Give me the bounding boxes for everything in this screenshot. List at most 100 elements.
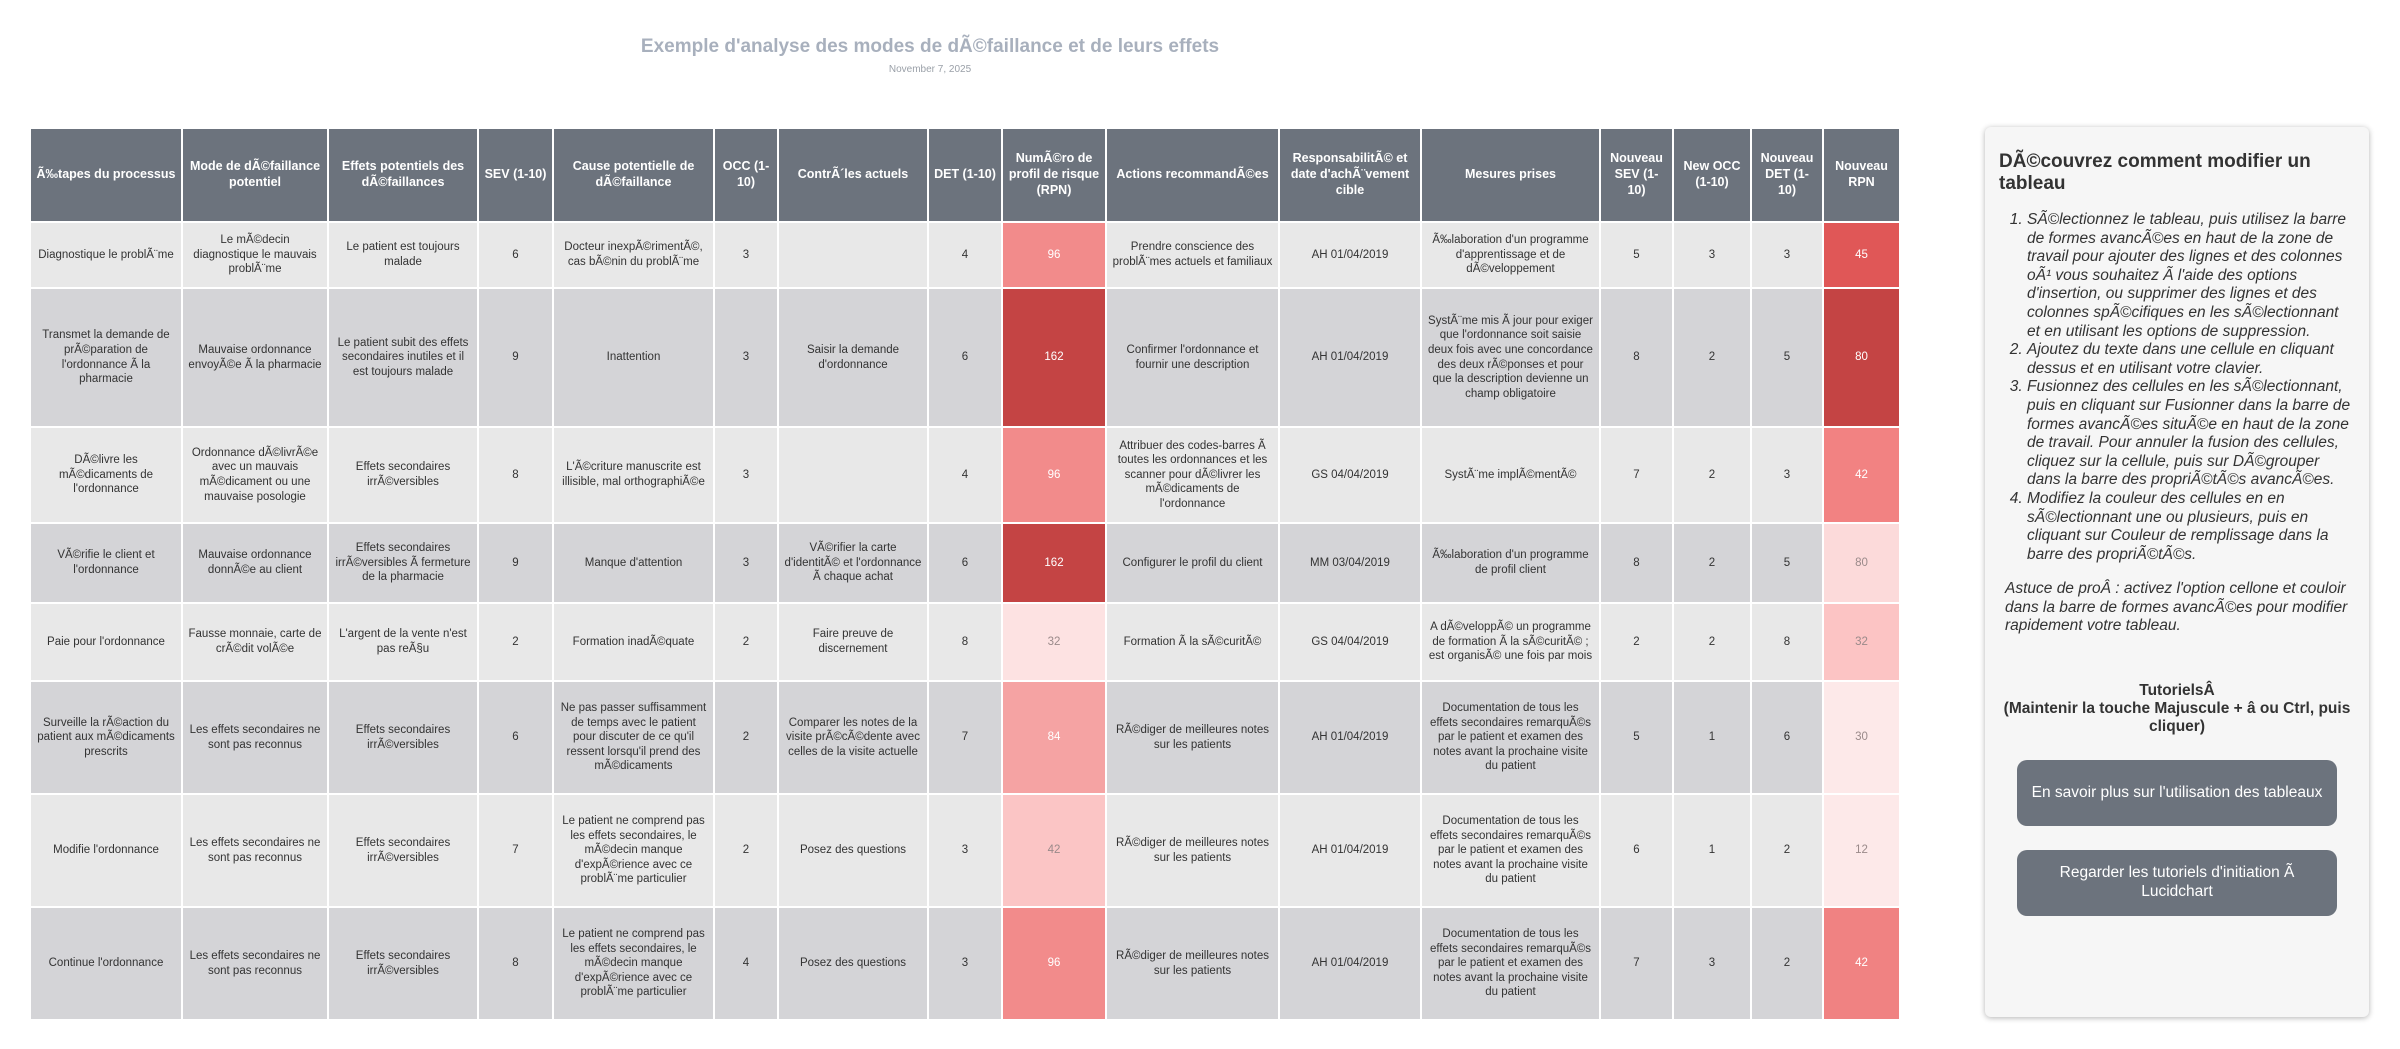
table-cell[interactable]: Effets secondaires irrÃ©versibles (327, 906, 479, 1021)
header-cell[interactable]: ResponsabilitÃ© et date d'achÃ¨vement ci… (1278, 127, 1422, 223)
table-cell[interactable]: 2 (1750, 793, 1824, 908)
table-cell[interactable]: 3 (1750, 426, 1824, 524)
table-cell[interactable]: 2 (1672, 522, 1752, 604)
table-cell[interactable]: Effets secondaires irrÃ©versibles (327, 793, 479, 908)
table-cell[interactable]: 96 (1001, 426, 1107, 524)
table-cell[interactable]: A dÃ©veloppÃ© un programme de formation … (1420, 602, 1601, 682)
table-cell[interactable]: 30 (1822, 680, 1901, 795)
fmea-table[interactable]: Ã‰tapes du processus Mode de dÃ©faillance… (29, 127, 1901, 1021)
table-cell[interactable]: Formation Ã la sÃ©curitÃ© (1105, 602, 1280, 682)
table-cell[interactable]: 6 (1599, 793, 1674, 908)
table-cell[interactable]: 96 (1001, 221, 1107, 289)
table-cell[interactable]: VÃ©rifie le client et l'ordonnance (29, 522, 183, 604)
table-cell[interactable]: Confirmer l'ordonnance et fournir une de… (1105, 287, 1280, 428)
header-cell[interactable]: SEV (1-10) (477, 127, 554, 223)
table-cell[interactable]: Ne pas passer suffisamment de temps avec… (552, 680, 715, 795)
table-cell[interactable]: Mauvaise ordonnance envoyÃ©e Ã la pharma… (181, 287, 329, 428)
table-cell[interactable]: 32 (1001, 602, 1107, 682)
table-cell[interactable]: AH 01/04/2019 (1278, 287, 1422, 428)
table-cell[interactable]: 5 (1599, 221, 1674, 289)
table-cell[interactable]: Mauvaise ordonnance donnÃ©e au client (181, 522, 329, 604)
button[interactable]: Regarder les tutoriels d'initiation Ã Lu… (2017, 850, 2337, 917)
table-cell[interactable]: AH 01/04/2019 (1278, 793, 1422, 908)
table-cell[interactable]: 3 (1672, 906, 1752, 1021)
table-cell[interactable]: Docteur inexpÃ©rimentÃ©, cas bÃ©nin du p… (552, 221, 715, 289)
table-cell[interactable]: 2 (1672, 602, 1752, 682)
table-cell[interactable]: 3 (1750, 221, 1824, 289)
table-cell[interactable]: Posez des questions (777, 906, 929, 1021)
table-cell[interactable]: 8 (1599, 287, 1674, 428)
header-cell[interactable]: ContrÃ´les actuels (777, 127, 929, 223)
table-cell[interactable]: 32 (1822, 602, 1901, 682)
table-cell[interactable]: SystÃ¨me implÃ©mentÃ© (1420, 426, 1601, 524)
table-cell[interactable]: 7 (477, 793, 554, 908)
table-cell[interactable]: 4 (713, 906, 779, 1021)
table-cell[interactable]: Ã‰laboration d'un programme d'apprentiss… (1420, 221, 1601, 289)
table-cell[interactable]: 84 (1001, 680, 1107, 795)
table-cell[interactable]: RÃ©diger de meilleures notes sur les pat… (1105, 680, 1280, 795)
table-cell[interactable]: 162 (1001, 287, 1107, 428)
table-cell[interactable]: 2 (1672, 287, 1752, 428)
table-cell[interactable]: 12 (1822, 793, 1901, 908)
table-cell[interactable]: 6 (927, 522, 1003, 604)
table-cell[interactable]: Paie pour l'ordonnance (29, 602, 183, 682)
table-cell[interactable]: RÃ©diger de meilleures notes sur les pat… (1105, 906, 1280, 1021)
table-cell[interactable]: Formation inadÃ©quate (552, 602, 715, 682)
table-cell[interactable]: Ã‰laboration d'un programme de profil cl… (1420, 522, 1601, 604)
table-cell[interactable]: 42 (1822, 906, 1901, 1021)
table-cell[interactable] (777, 426, 929, 524)
table-cell[interactable]: 3 (1672, 221, 1752, 289)
table-cell[interactable]: AH 01/04/2019 (1278, 221, 1422, 289)
table-cell[interactable]: 2 (1599, 602, 1674, 682)
table-cell[interactable]: RÃ©diger de meilleures notes sur les pat… (1105, 793, 1280, 908)
table-cell[interactable]: Comparer les notes de la visite prÃ©cÃ©d… (777, 680, 929, 795)
table-cell[interactable]: GS 04/04/2019 (1278, 426, 1422, 524)
table-cell[interactable]: 1 (1672, 793, 1752, 908)
table-cell[interactable]: GS 04/04/2019 (1278, 602, 1422, 682)
button[interactable]: En savoir plus sur l'utilisation des tab… (2017, 760, 2337, 827)
header-cell[interactable]: Nouveau SEV (1-10) (1599, 127, 1674, 223)
table-cell[interactable]: Faire preuve de discernement (777, 602, 929, 682)
table-cell[interactable]: 80 (1822, 287, 1901, 428)
table-cell[interactable]: Manque d'attention (552, 522, 715, 604)
header-cell[interactable]: Actions recommandÃ©es (1105, 127, 1280, 223)
table-cell[interactable]: 8 (477, 426, 554, 524)
table-cell[interactable]: Transmet la demande de prÃ©paration de l… (29, 287, 183, 428)
table-cell[interactable]: Configurer le profil du client (1105, 522, 1280, 604)
table-cell[interactable]: Le patient ne comprend pas les effets se… (552, 793, 715, 908)
header-cell[interactable]: NumÃ©ro de profil de risque (RPN) (1001, 127, 1107, 223)
header-cell[interactable]: DET (1-10) (927, 127, 1003, 223)
header-cell[interactable]: Effets potentiels des dÃ©faillances (327, 127, 479, 223)
table-cell[interactable]: 5 (1750, 522, 1824, 604)
table-cell[interactable]: 9 (477, 522, 554, 604)
table-cell[interactable]: 6 (477, 680, 554, 795)
table-cell[interactable]: SystÃ¨me mis Ã jour pour exiger que l'or… (1420, 287, 1601, 428)
table-cell[interactable]: 7 (927, 680, 1003, 795)
table-cell[interactable]: AH 01/04/2019 (1278, 906, 1422, 1021)
table-cell[interactable]: Effets secondaires irrÃ©versibles Ã ferm… (327, 522, 479, 604)
table-cell[interactable]: 42 (1822, 426, 1901, 524)
table-cell[interactable]: L'argent de la vente n'est pas reÃ§u (327, 602, 479, 682)
table-cell[interactable]: 3 (713, 287, 779, 428)
table-cell[interactable]: 5 (1750, 287, 1824, 428)
table-cell[interactable]: Le patient subit des effets secondaires … (327, 287, 479, 428)
table-cell[interactable]: 162 (1001, 522, 1107, 604)
table-cell[interactable]: Les effets secondaires ne sont pas recon… (181, 906, 329, 1021)
table-cell[interactable]: MM 03/04/2019 (1278, 522, 1422, 604)
table-cell[interactable]: 42 (1001, 793, 1107, 908)
table-cell[interactable]: 6 (477, 221, 554, 289)
table-cell[interactable]: Ordonnance dÃ©livrÃ©e avec un mauvais mÃ… (181, 426, 329, 524)
table-cell[interactable]: Continue l'ordonnance (29, 906, 183, 1021)
table-cell[interactable]: 2 (713, 680, 779, 795)
header-cell[interactable]: OCC (1-10) (713, 127, 779, 223)
table-cell[interactable]: DÃ©livre les mÃ©dicaments de l'ordonnanc… (29, 426, 183, 524)
header-cell[interactable]: Nouveau DET (1-10) (1750, 127, 1824, 223)
header-cell[interactable]: Ã‰tapes du processus (29, 127, 183, 223)
table-cell[interactable]: Effets secondaires irrÃ©versibles (327, 426, 479, 524)
table-cell[interactable]: 3 (927, 793, 1003, 908)
table-cell[interactable]: Le mÃ©decin diagnostique le mauvais prob… (181, 221, 329, 289)
table-cell[interactable]: L'Ã©criture manuscrite est illisible, ma… (552, 426, 715, 524)
table-cell[interactable]: 9 (477, 287, 554, 428)
table-cell[interactable]: 7 (1599, 426, 1674, 524)
table-cell[interactable]: Effets secondaires irrÃ©versibles (327, 680, 479, 795)
